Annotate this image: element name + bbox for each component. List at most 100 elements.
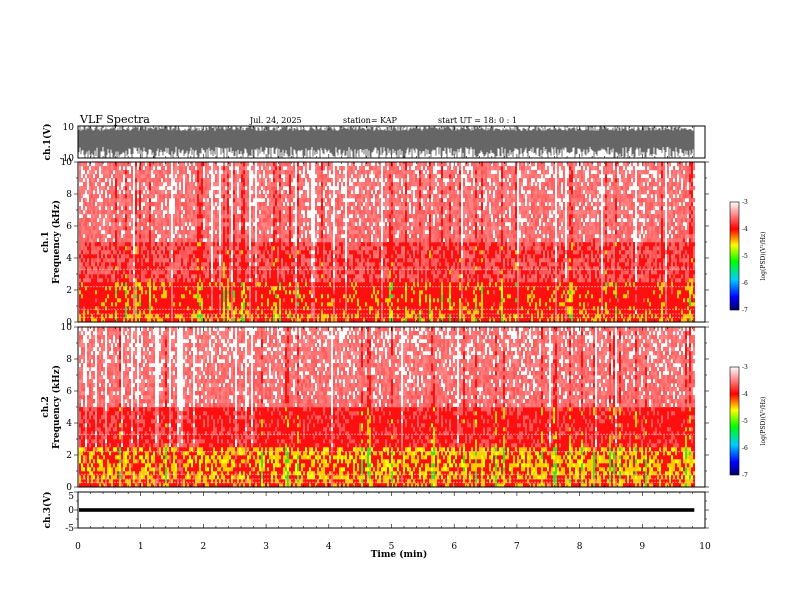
spec1-cell-55-29 (189, 202, 191, 207)
spec1-cell-83-30 (245, 198, 247, 203)
spec1-cell-38-8 (155, 286, 157, 291)
spec1-cell-114-28 (307, 206, 309, 211)
spec1-cell-20-5 (119, 298, 121, 303)
spec1-cell-128-29 (335, 202, 337, 207)
spec1-cell-74-35 (227, 178, 229, 183)
spec1-cell-33-3 (145, 306, 147, 311)
spec1-cell-80-25 (239, 218, 241, 223)
spec1-cell-109-9 (297, 282, 299, 287)
spec1-cell-13-4 (105, 302, 107, 307)
spec1-cell-45-26 (169, 214, 171, 219)
spec1-cell-132-20 (343, 238, 345, 243)
spec1-cell-71-38 (221, 166, 223, 171)
spec1-cell-29-22 (137, 230, 139, 235)
spec1-cell-128-9 (335, 282, 337, 287)
spec1-cell-24-22 (127, 230, 129, 235)
spec1-cell-1-39 (81, 162, 83, 167)
spec1-cell-21-15 (121, 258, 123, 263)
spec1-cell-60-13 (199, 266, 201, 271)
spec1-cell-14-22 (107, 230, 109, 235)
spec1-cell-71-7 (221, 290, 223, 295)
spec1-cell-54-31 (187, 194, 189, 199)
spec1-cell-107-31 (293, 194, 295, 199)
spec1-cell-96-38 (271, 166, 273, 171)
spec1-cell-79-36 (237, 174, 239, 179)
spec1-cell-123-23 (325, 226, 327, 231)
spec1-cell-25-3 (129, 306, 131, 311)
spec1-cell-53-14 (185, 262, 187, 267)
spec1-cell-47-6 (173, 294, 175, 299)
spec1-cell-82-6 (243, 294, 245, 299)
spec1-cell-52-29 (183, 202, 185, 207)
spec1-cell-22-30 (123, 198, 125, 203)
spec1-cell-86-21 (251, 234, 253, 239)
spec1-cell-79-17 (237, 250, 239, 255)
spec1-cell-29-2 (137, 310, 139, 315)
spec1-cell-48-2 (175, 310, 177, 315)
spec1-cell-25-8 (129, 286, 131, 291)
spec1-cell-113-20 (305, 238, 307, 243)
spec1-cell-21-38 (121, 166, 123, 171)
spec1-cell-95-15 (269, 258, 271, 263)
spec1-cell-51-24 (181, 222, 183, 227)
spec1-cell-54-30 (187, 198, 189, 203)
spec1-cell-51-0 (181, 318, 183, 323)
spec1-cell-43-4 (165, 302, 167, 307)
spec1-cell-135-11 (349, 274, 351, 279)
spec1-cell-34-9 (147, 282, 149, 287)
spec1-cell-129-0 (337, 318, 339, 323)
ch1-spectrogram-image (78, 162, 695, 323)
spec1-cell-81-34 (241, 182, 243, 187)
spec1-cell-26-35 (131, 178, 133, 183)
spec1-cell-141-31 (361, 194, 363, 199)
spec1-cell-82-37 (243, 170, 245, 175)
spec1-cell-18-3 (115, 306, 117, 311)
spec1-cell-40-3 (159, 306, 161, 311)
spec1-cell-134-36 (347, 174, 349, 179)
spec1-cell-26-4 (131, 302, 133, 307)
spec1-cell-129-23 (337, 226, 339, 231)
spec1-cell-40-19 (159, 242, 161, 247)
spec1-cell-87-6 (253, 294, 255, 299)
spec1-cell-6-14 (91, 262, 93, 267)
spec1-cell-59-35 (197, 178, 199, 183)
spec1-cell-91-10 (261, 278, 263, 283)
spec1-cell-20-9 (119, 282, 121, 287)
spec1-cell-95-1 (269, 314, 271, 319)
spec1-cell-86-26 (251, 214, 253, 219)
spec1-cell-100-26 (279, 214, 281, 219)
spec1-cell-43-12 (165, 270, 167, 275)
spec1-cell-38-23 (155, 226, 157, 231)
spec1-cell-17-36 (113, 174, 115, 179)
spec1-cell-100-29 (279, 202, 281, 207)
spec1-cell-64-0 (207, 318, 209, 323)
spec1-cell-1-10 (81, 278, 83, 283)
spec1-cell-8-15 (95, 258, 97, 263)
spec1-cell-125-14 (329, 262, 331, 267)
spec1-cell-124-33 (327, 186, 329, 191)
spec1-cell-87-35 (253, 178, 255, 183)
spec1-cell-78-0 (235, 318, 237, 323)
spec1-cell-6-24 (91, 222, 93, 227)
spec1-cell-67-25 (213, 218, 215, 223)
spec1-cell-35-29 (149, 202, 151, 207)
spec1-cell-57-5 (193, 298, 195, 303)
spec1-cell-33-8 (145, 286, 147, 291)
spec1-cell-78-32 (235, 190, 237, 195)
spec1-cell-82-1 (243, 314, 245, 319)
spec1-cell-63-15 (205, 258, 207, 263)
spec1-cell-141-1 (361, 314, 363, 319)
spec1-cell-80-28 (239, 206, 241, 211)
spec1-cell-68-23 (215, 226, 217, 231)
spec1-cell-47-3 (173, 306, 175, 311)
spec1-cell-69-35 (217, 178, 219, 183)
spec1-cell-126-4 (331, 302, 333, 307)
spec1-cell-115-34 (309, 182, 311, 187)
spec1-cell-100-10 (279, 278, 281, 283)
spec1-cell-0-27 (79, 210, 81, 215)
spec1-cell-41-36 (161, 174, 163, 179)
spec1-cell-107-38 (293, 166, 295, 171)
spec1-cell-5-29 (89, 202, 91, 207)
spec1-cell-97-22 (273, 230, 275, 235)
spec1-cell-138-8 (355, 286, 357, 291)
